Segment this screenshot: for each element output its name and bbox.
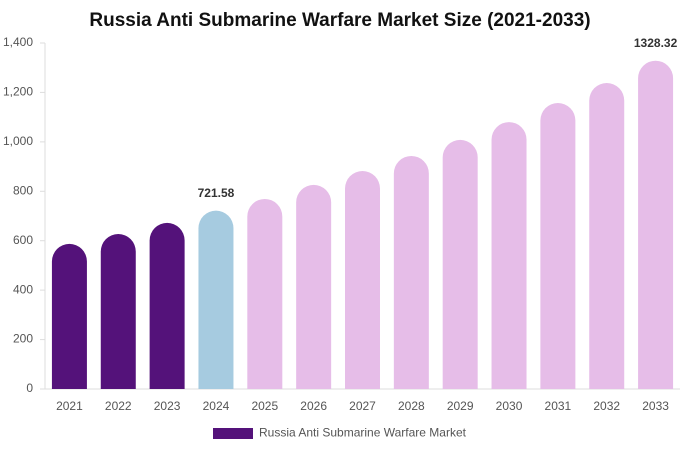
x-tick-label: 2026 (300, 399, 327, 413)
y-tick-label: 400 (13, 282, 33, 296)
bar (345, 171, 380, 389)
bar (589, 83, 625, 389)
x-tick-label: 2032 (593, 399, 620, 413)
bar (247, 198, 283, 389)
bar (442, 139, 478, 389)
y-tick-label: 1,400 (3, 35, 33, 49)
bar (638, 60, 674, 389)
y-tick-label: 0 (26, 381, 33, 395)
x-tick-label: 2022 (105, 399, 132, 413)
x-tick-label: 2021 (56, 399, 83, 413)
chart-title: Russia Anti Submarine Warfare Market Siz… (89, 10, 590, 31)
x-tick-label: 2028 (398, 399, 425, 413)
y-tick-label: 1,200 (3, 85, 33, 99)
x-tick-label: 2033 (642, 399, 669, 413)
y-tick-label: 1,000 (3, 134, 33, 148)
bar (51, 243, 87, 389)
bar (100, 234, 136, 389)
x-tick-label: 2024 (203, 399, 230, 413)
bar (540, 103, 576, 389)
bar (149, 222, 185, 389)
bar (393, 155, 429, 389)
x-tick-label: 2023 (154, 399, 181, 413)
data-label: 1328.32 (634, 36, 678, 50)
x-tick-label: 2029 (447, 399, 474, 413)
x-tick-label: 2025 (251, 399, 278, 413)
y-tick-label: 200 (13, 332, 33, 346)
bar (296, 184, 332, 389)
bar (491, 122, 527, 389)
y-tick-label: 600 (13, 233, 33, 247)
x-tick-label: 2031 (545, 399, 572, 413)
legend-label: Russia Anti Submarine Warfare Market (259, 426, 467, 440)
y-tick-label: 800 (13, 183, 33, 197)
x-tick-label: 2030 (496, 399, 523, 413)
bar (198, 210, 234, 389)
data-label: 721.58 (198, 186, 235, 200)
x-tick-label: 2027 (349, 399, 376, 413)
legend-swatch (213, 428, 253, 439)
